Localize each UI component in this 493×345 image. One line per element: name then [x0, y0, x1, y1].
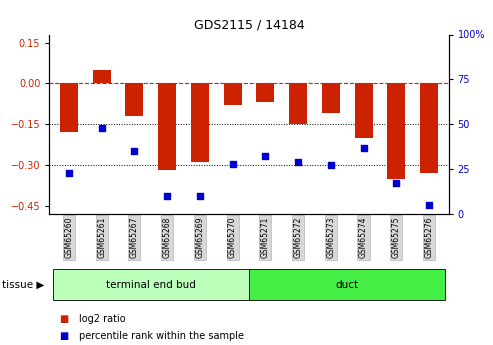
Text: ■: ■ — [59, 332, 69, 341]
Point — [294, 159, 302, 165]
Point — [425, 202, 433, 208]
Text: duct: duct — [336, 280, 359, 289]
Point — [359, 145, 367, 150]
Bar — [93, 70, 110, 83]
Text: percentile rank within the sample: percentile rank within the sample — [79, 332, 244, 341]
Bar — [125, 83, 143, 116]
Text: terminal end bud: terminal end bud — [106, 280, 196, 289]
Text: ■: ■ — [59, 314, 69, 324]
Bar — [53, 269, 249, 300]
Bar — [387, 83, 405, 179]
Text: log2 ratio: log2 ratio — [79, 314, 126, 324]
Point — [98, 125, 106, 130]
Bar — [354, 83, 373, 138]
Title: GDS2115 / 14184: GDS2115 / 14184 — [194, 19, 304, 32]
Point — [229, 161, 237, 166]
Point — [196, 193, 204, 199]
Bar — [249, 269, 445, 300]
Point — [392, 181, 400, 186]
Bar — [256, 83, 274, 102]
Bar — [224, 83, 242, 105]
Point — [327, 163, 335, 168]
Point — [163, 193, 171, 199]
Bar — [158, 83, 176, 170]
Text: tissue ▶: tissue ▶ — [2, 280, 44, 289]
Bar — [60, 83, 78, 132]
Bar — [420, 83, 438, 173]
Bar — [191, 83, 209, 162]
Point — [65, 170, 73, 175]
Bar — [322, 83, 340, 113]
Point — [131, 148, 139, 154]
Point — [261, 154, 269, 159]
Bar — [289, 83, 307, 124]
